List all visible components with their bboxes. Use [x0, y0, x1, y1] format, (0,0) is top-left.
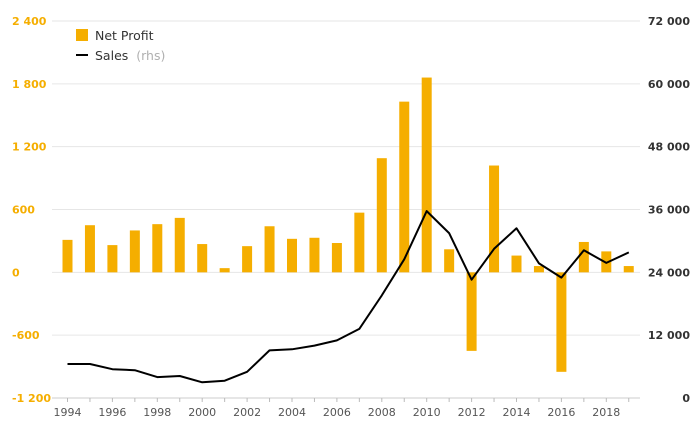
y-axis-left: -1 200 -600 0 600 1 200 1 800 2 400	[12, 15, 51, 405]
y-axis-right: 0 12 000 24 000 36 000 48 000 60 000 72 000	[648, 15, 690, 405]
x-tick-label: 2016	[547, 406, 575, 419]
bar-net-profit-1994	[62, 239, 73, 273]
y-left-tick-label: -1 200	[12, 392, 51, 405]
y-left-tick-label: 0	[12, 266, 20, 279]
legend: Net Profit Sales (rhs)	[76, 28, 165, 63]
bar-net-profit-2007	[354, 212, 365, 273]
y-left-tick-label: 2 400	[12, 15, 47, 28]
bar-net-profit-2009	[399, 101, 410, 273]
bar-net-profit-2006	[331, 243, 342, 273]
bar-net-profit-2002	[242, 246, 253, 273]
x-tick-label: 2008	[368, 406, 396, 419]
bar-net-profit-1996	[107, 245, 118, 273]
y-right-tick-label: 24 000	[648, 266, 690, 279]
gridlines	[52, 20, 640, 399]
bar-net-profit-2012	[466, 272, 477, 351]
x-tick-label: 2014	[503, 406, 531, 419]
y-left-tick-label: 600	[12, 204, 35, 217]
y-right-tick-label: 72 000	[648, 15, 690, 28]
bar-net-profit-1998	[152, 224, 163, 273]
bar-net-profit-2004	[287, 238, 297, 273]
bar-net-profit-2000	[197, 244, 208, 273]
x-tick-label: 1996	[98, 406, 126, 419]
y-left-tick-label: 1 200	[12, 141, 47, 154]
x-tick-label: 2002	[233, 406, 261, 419]
y-right-tick-label: 0	[682, 392, 690, 405]
bar-net-profit-2016	[556, 272, 567, 372]
x-tick-label: 1994	[54, 406, 82, 419]
bar-net-profit-2015	[533, 266, 544, 273]
y-left-tick-label: -600	[12, 329, 40, 342]
x-tick-label: 2012	[458, 406, 486, 419]
legend-label-net-profit: Net Profit	[95, 28, 154, 43]
bars	[62, 77, 634, 372]
sales-line	[67, 210, 630, 384]
bar-net-profit-1997	[129, 230, 140, 273]
bar-net-profit-2011	[444, 249, 455, 273]
x-tick-label: 2018	[592, 406, 620, 419]
bar-net-profit-2013	[489, 165, 500, 273]
bar-net-profit-2008	[376, 158, 387, 273]
x-tick-label: 1998	[143, 406, 171, 419]
y-right-tick-label: 12 000	[648, 329, 690, 342]
bar-net-profit-2001	[219, 268, 230, 273]
legend-label-sales: Sales (rhs)	[95, 48, 165, 63]
y-right-tick-label: 48 000	[648, 141, 690, 154]
x-tick-label: 2004	[278, 406, 306, 419]
legend-label-sales-suffix: (rhs)	[136, 48, 165, 63]
y-right-tick-label: 60 000	[648, 78, 690, 91]
x-tick-label: 2010	[413, 406, 441, 419]
bar-net-profit-1999	[174, 217, 185, 273]
bar-net-profit-1995	[84, 225, 95, 273]
bar-net-profit-2014	[511, 255, 522, 273]
legend-swatch-net-profit	[76, 29, 88, 41]
bar-net-profit-2003	[264, 226, 275, 273]
bar-net-profit-2005	[309, 237, 320, 273]
bar-net-profit-2017	[578, 241, 589, 273]
legend-label-sales-name: Sales	[95, 48, 128, 63]
bar-net-profit-2010	[421, 77, 432, 273]
x-tick-label: 2006	[323, 406, 351, 419]
line-sales	[67, 210, 630, 384]
x-axis: 1994 1996 1998 2000 2002 2004 2006 2008 2010 2012…	[52, 397, 640, 419]
bar-net-profit-2019	[623, 266, 634, 273]
x-tick-label: 2000	[188, 406, 216, 419]
y-left-tick-label: 1 800	[12, 78, 47, 91]
y-right-tick-label: 36 000	[648, 204, 690, 217]
